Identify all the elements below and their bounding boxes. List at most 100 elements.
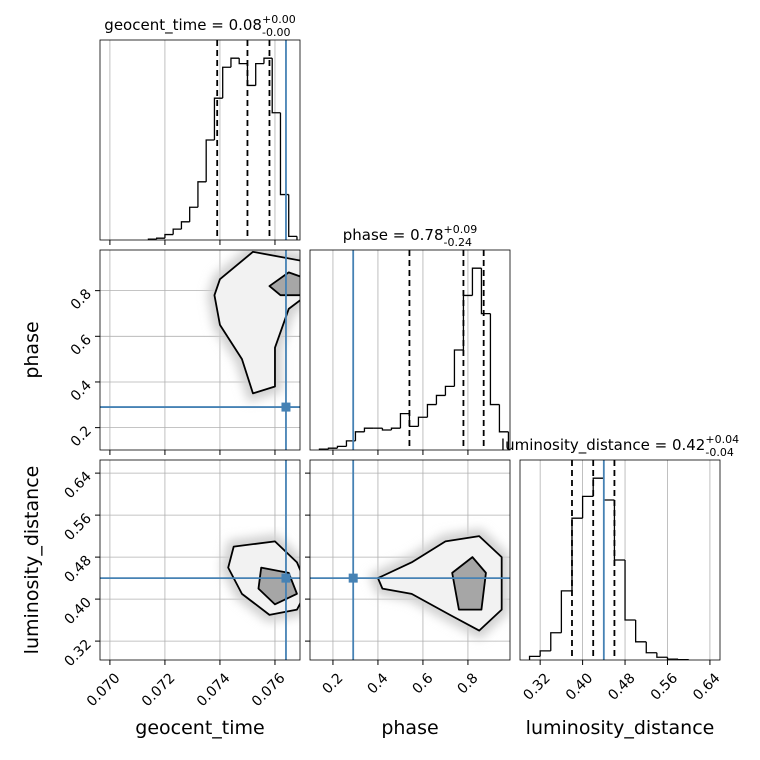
title-main: geocent_time = 0.08 (104, 16, 262, 35)
y-axis-label: phase (21, 321, 43, 378)
hist-step (381, 428, 392, 431)
panel: phase = 0.78+0.09 -0.24 (309, 223, 511, 455)
y-tick-label: 0.4 (68, 377, 95, 404)
panel-title: phase = 0.78+0.09 -0.24 (343, 223, 478, 249)
hist-step (189, 206, 198, 222)
hist-step (197, 181, 207, 208)
hist-step (471, 267, 482, 296)
hist-step (205, 139, 215, 182)
hist-step (581, 495, 594, 519)
hist-step (271, 58, 281, 114)
hist-step (408, 413, 419, 428)
panel: 0.2 0.4 0.6 0.8 phase (21, 249, 301, 455)
x-tick-label: 0.6 (409, 670, 436, 697)
hist-step (571, 517, 583, 591)
hist-step (213, 97, 223, 140)
x-tick-label: 0.074 (194, 670, 234, 710)
hist-step (539, 650, 551, 657)
plot-area (100, 460, 300, 660)
hist-step (550, 632, 562, 651)
panel-frame (309, 459, 511, 661)
y-axis-label: luminosity_distance (21, 466, 43, 655)
hist-step (417, 416, 428, 427)
x-tick-label: 0.56 (648, 670, 681, 703)
title-upper: +0.00 (262, 13, 296, 26)
hist-step (255, 62, 264, 86)
truth-marker (281, 402, 291, 412)
x-tick-label: 0.64 (690, 670, 723, 703)
contour (451, 556, 487, 611)
y-tick-label: 0.56 (61, 511, 94, 544)
x-tick-label: 0.48 (605, 670, 638, 703)
panel-frame (309, 249, 511, 451)
y-tick-label: 0.32 (61, 637, 94, 670)
hist-step (399, 412, 410, 429)
x-tick-label: 0.076 (249, 670, 289, 710)
hist-step (426, 403, 437, 418)
hist-step (645, 641, 657, 654)
x-tick-label: 0.40 (563, 670, 596, 703)
hist-step (677, 658, 689, 660)
x-tick-label: 0.070 (84, 670, 124, 710)
hist-step (435, 394, 446, 405)
title-upper: +0.04 (705, 433, 739, 446)
y-tick-label: 0.2 (68, 423, 95, 450)
panel-title: luminosity_distance = 0.42+0.04 -0.04 (501, 433, 739, 459)
x-tick-label: 0.072 (139, 670, 179, 710)
hist-step (656, 652, 668, 658)
y-tick-label: 0.48 (61, 553, 94, 586)
hist-step (180, 221, 190, 230)
title-lower: -0.00 (262, 26, 290, 39)
hist-step (288, 194, 297, 238)
title-lower: -0.24 (444, 236, 472, 249)
panel-frame (99, 39, 301, 241)
hist-step (230, 57, 240, 68)
y-tick-label: 0.6 (68, 332, 95, 359)
x-tick-label: 0.2 (320, 670, 347, 697)
panel-frame (99, 249, 301, 451)
x-axis-label: geocent_time (135, 717, 264, 739)
truth-marker (348, 573, 358, 583)
panel-background (100, 40, 300, 240)
y-tick-label: 0.8 (68, 286, 95, 313)
y-tick-label: 0.40 (61, 595, 94, 628)
plot-area (310, 460, 510, 660)
plot-area (528, 460, 690, 660)
plot-area (318, 250, 510, 450)
hist-step (172, 228, 182, 235)
y-tick-label: 0.64 (61, 469, 94, 502)
x-tick-label: 0.4 (364, 670, 391, 697)
hist-step (222, 66, 231, 99)
hist-step (354, 431, 365, 441)
panel-frame (99, 459, 301, 661)
title-main: luminosity_distance = 0.42 (501, 436, 705, 455)
hist-step (480, 268, 491, 315)
hist-step (453, 349, 464, 387)
hist-step (327, 447, 338, 450)
panel-frame (519, 459, 721, 661)
hist-step (624, 560, 636, 621)
hist-step (498, 404, 509, 433)
hist-step (666, 657, 679, 660)
hist-step (560, 590, 572, 633)
x-tick-label: 0.8 (454, 670, 481, 697)
hist-step (444, 385, 455, 396)
hist-step (489, 313, 500, 406)
truth-marker (281, 573, 291, 583)
panel: geocent_time = 0.08+0.00 -0.00 (99, 13, 301, 245)
x-axis-label: phase (381, 717, 438, 739)
hist-step (528, 655, 541, 660)
hist-step (336, 445, 347, 449)
title-upper: +0.09 (444, 223, 478, 236)
hist-step (263, 57, 273, 64)
title-main: phase = 0.78 (343, 226, 444, 244)
hist-step (635, 620, 647, 643)
plot-area (100, 250, 300, 450)
hist-step (238, 58, 248, 65)
panel: 0.070 0.072 0.074 0.076 0.32 0.40 0.48 0.56 0.64… (21, 459, 301, 739)
hist-step (156, 237, 165, 240)
panel: 0.32 0.40 0.48 0.56 0.64 luminosity_distance … (501, 433, 739, 739)
hist-step (164, 233, 174, 239)
plot-area (147, 40, 298, 240)
panel: 0.2 0.4 0.6 0.8 phase (305, 459, 511, 739)
